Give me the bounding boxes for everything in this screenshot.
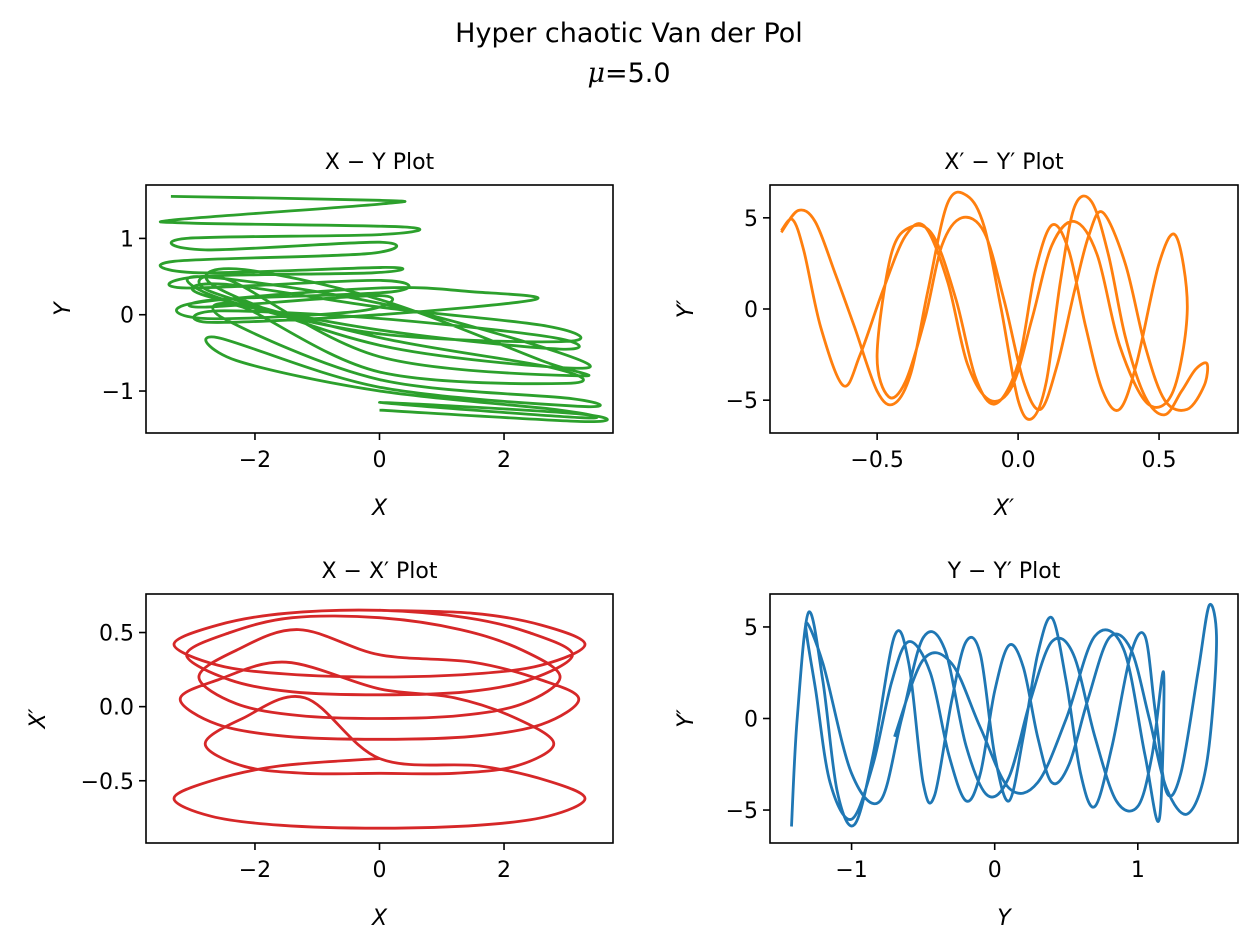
y-tick-label: 0.0: [99, 696, 134, 721]
figure-subtitle: μ=5.0: [0, 58, 1258, 90]
x-tick-label: 2: [497, 448, 511, 473]
x-tick-label: 0: [373, 448, 387, 473]
subplot-title: Y − Y′ Plot: [947, 559, 1061, 584]
subplot-3: −2 0 2 −0.5 0.0 0.5 X X′ X − X′ Plot: [26, 559, 614, 931]
x-tick-label: 0.0: [1001, 448, 1036, 473]
x-axis-label: X: [371, 496, 388, 521]
series-line: [172, 608, 587, 830]
x-tick-label: −2: [239, 858, 271, 883]
y-axis-label: X′: [26, 708, 51, 729]
series-line: [158, 195, 609, 424]
y-tick-label: 5: [744, 616, 758, 641]
x-tick-label: −1: [835, 858, 867, 883]
figure-title: Hyper chaotic Van der Pol: [455, 18, 803, 49]
y-tick-label: −5: [726, 389, 758, 414]
y-tick-label: 0: [744, 298, 758, 323]
y-axis-label: Y′: [674, 300, 699, 318]
y-tick-label: 0.5: [99, 622, 134, 647]
x-tick-label: 1: [1131, 858, 1145, 883]
x-tick-label: −0.5: [850, 448, 903, 473]
subplot-1: −2 0 2 −1 0 1 X Y X − Y Plot: [51, 150, 614, 521]
x-tick-label: 2: [497, 858, 511, 883]
y-tick-label: −1: [102, 380, 134, 405]
subplot-4: −1 0 1 −5 0 5 Y Y′ Y − Y′ Plot: [674, 559, 1239, 931]
y-tick-label: 0: [120, 304, 134, 329]
mu-symbol: μ: [587, 58, 605, 89]
subplot-title: X′ − Y′ Plot: [944, 150, 1064, 175]
mu-value: =5.0: [605, 58, 671, 89]
y-tick-label: −0.5: [81, 770, 134, 795]
subplot-title: X − X′ Plot: [321, 559, 437, 584]
y-axis-label: Y: [51, 301, 76, 316]
x-axis-label: X: [371, 906, 388, 931]
y-tick-label: 5: [744, 207, 758, 232]
x-axis-label: X′: [993, 496, 1014, 521]
x-tick-label: 0: [373, 858, 387, 883]
subplot-2: −0.5 0.0 0.5 −5 0 5 X′ Y′ X′ − Y′ Plot: [674, 150, 1239, 521]
y-axis-label: Y′: [674, 709, 699, 727]
y-tick-label: 1: [120, 227, 134, 252]
y-tick-label: −5: [726, 799, 758, 824]
x-axis-label: Y: [997, 906, 1012, 931]
subplot-title: X − Y Plot: [325, 150, 435, 175]
x-tick-label: 0.5: [1142, 448, 1177, 473]
y-tick-label: 0: [744, 708, 758, 733]
x-tick-label: −2: [239, 448, 271, 473]
x-tick-label: 0: [988, 858, 1002, 883]
series-line: [780, 190, 1210, 421]
series-line: [790, 602, 1218, 828]
